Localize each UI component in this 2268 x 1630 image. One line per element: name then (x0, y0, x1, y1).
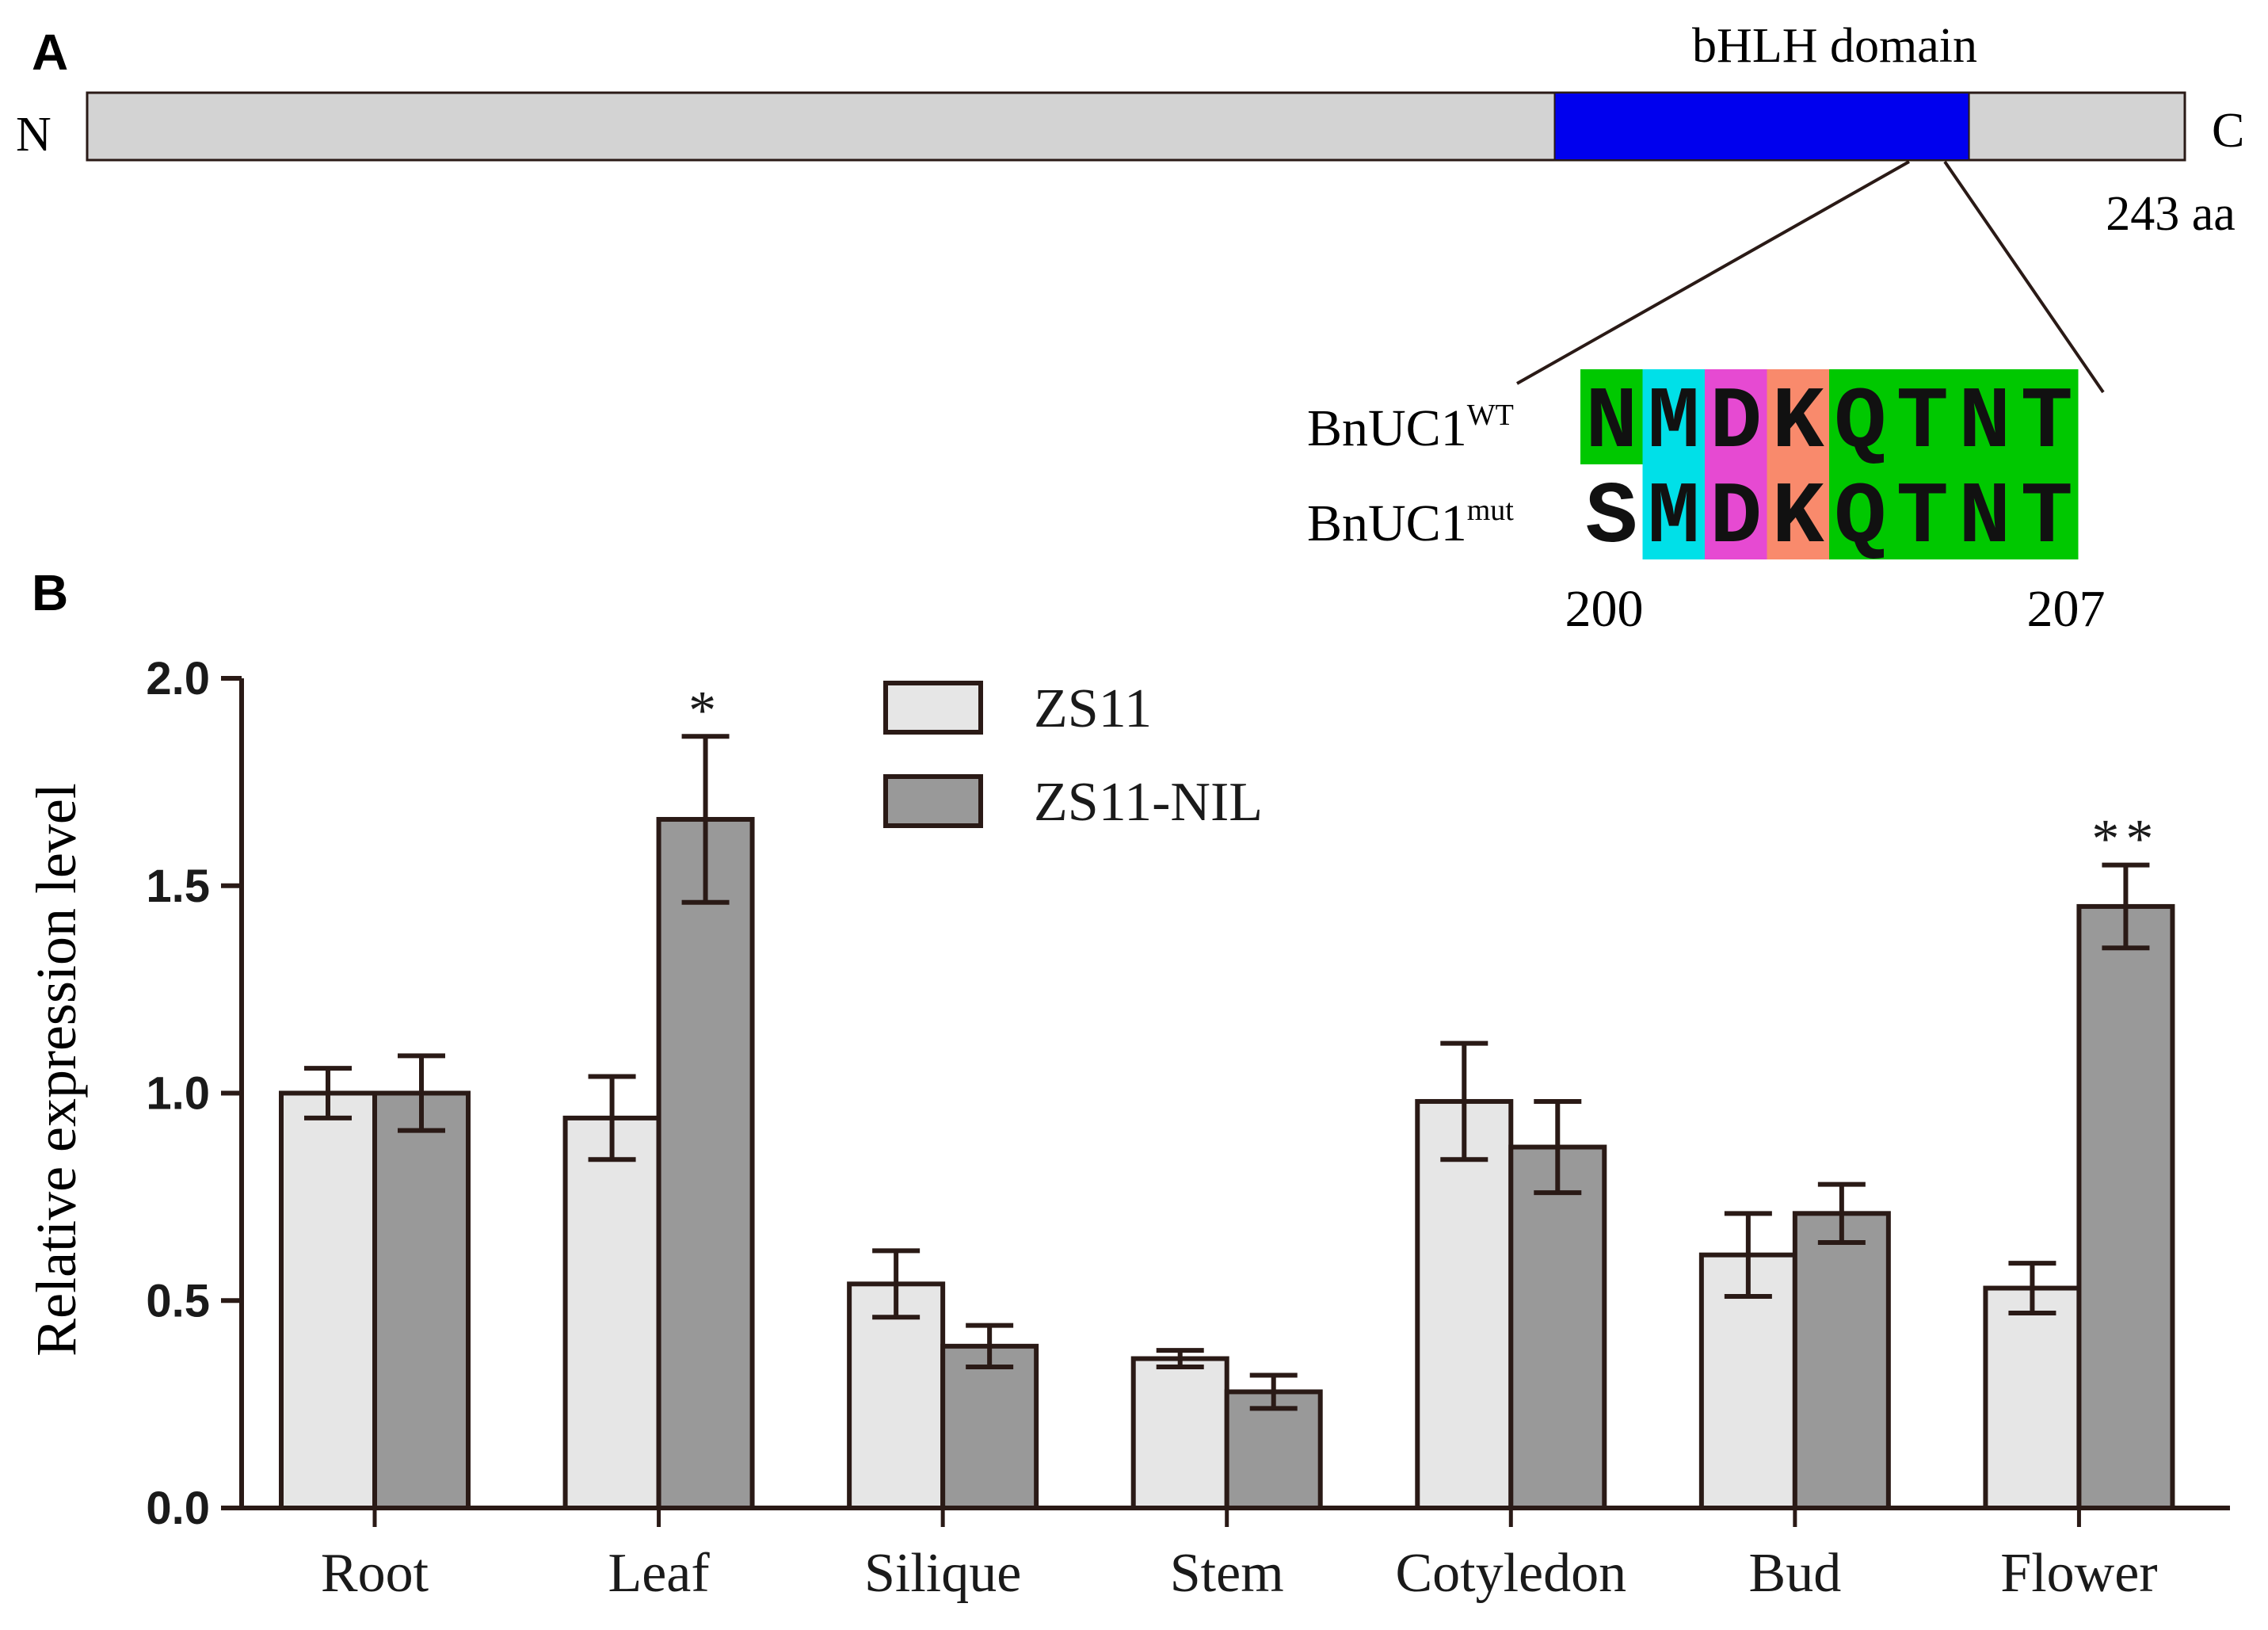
x-tick-label-cotyledon: Cotyledon (1395, 1543, 1626, 1604)
bar-zs11-nil-silique (940, 1343, 1039, 1510)
bar-zs11-nil-cotyledon (1508, 1144, 1607, 1511)
alignment-residue: Q (1834, 469, 1886, 568)
bhlh-domain-label: bHLH domain (1692, 19, 1977, 73)
alignment-residue: Q (1834, 374, 1886, 473)
zoom-line-left (1516, 160, 1910, 385)
alignment-cell (1580, 464, 1643, 559)
protein-length-label: 243 aa (2106, 187, 2236, 241)
alignment-residue: T (2021, 374, 2073, 473)
alignment-cell (1954, 464, 2016, 559)
alignment-cell (1829, 369, 1892, 464)
legend-label-zs11: ZS11 (1034, 678, 1152, 739)
y-tick-label: 0.0 (146, 1483, 210, 1534)
y-tick-label: 1.5 (146, 861, 210, 912)
alignment-cell (1705, 369, 1767, 464)
alignment-cell (1891, 369, 1954, 464)
alignment-residue: D (1710, 469, 1762, 568)
alignment-cell (2015, 369, 2079, 464)
c-terminus-label: C (2212, 104, 2244, 158)
alignment-cell (1580, 369, 1643, 464)
alignment-residue: T (2021, 469, 2073, 568)
bar-zs11-nil-stem (1224, 1389, 1323, 1511)
panel-b: B Relative expression level 0.0 0.5 1.0 1.5… (25, 564, 2230, 1604)
x-tick-label-stem: Stem (1170, 1543, 1284, 1604)
n-terminus-label: N (16, 108, 51, 162)
bar-zs11-cotyledon (1415, 1098, 1514, 1510)
alignment-residue: N (1958, 374, 2011, 473)
x-tick-label-leaf: Leaf (608, 1543, 710, 1604)
alignment-residue: M (1648, 469, 1700, 568)
alignment-residue: D (1710, 374, 1762, 473)
bar-zs11-nil-root (372, 1090, 471, 1510)
bar-zs11-stem (1130, 1356, 1229, 1511)
x-axis: Root Leaf Silique Stem Cotyledon Bud Flower (239, 1506, 2230, 1604)
alignment-cell (1705, 464, 1767, 559)
significance-marker-leaf: * (688, 680, 722, 741)
bhlh-domain-bar (1553, 92, 1970, 161)
alignment-cell (1954, 369, 2016, 464)
bar-zs11-silique (847, 1281, 946, 1511)
alignment-cell (1891, 464, 1954, 559)
panel-b-label: B (32, 564, 68, 621)
alignment-residue: T (1896, 469, 1949, 568)
alignment-cell (1642, 369, 1706, 464)
mut-row-name: BnUC1mut (1307, 494, 1514, 552)
alignment-cell (2015, 464, 2079, 559)
bar-zs11-flower (1983, 1285, 2082, 1511)
x-tick-label-bud: Bud (1749, 1543, 1842, 1604)
alignment-cell (1767, 369, 1830, 464)
alignment-cell (1642, 464, 1706, 559)
panel-a: A N C bHLH domain 243 aa BnUC1WT BnUC1mu… (16, 19, 2244, 638)
y-axis-title: Relative expression level (25, 783, 88, 1357)
panel-a-label: A (32, 24, 68, 81)
x-tick-label-flower: Flower (2000, 1543, 2157, 1604)
significance-marker-flower: ** (2091, 809, 2159, 870)
bar-zs11-nil-leaf (656, 816, 755, 1510)
bar-zs11-root (279, 1090, 377, 1510)
y-tick-label: 2.0 (146, 653, 210, 704)
zoom-line-right (1943, 160, 2105, 394)
alignment-residue: N (1585, 374, 1637, 473)
bar-zs11-leaf (562, 1115, 661, 1511)
y-tick-label: 0.5 (146, 1275, 210, 1327)
wt-row-name: BnUC1WT (1307, 399, 1514, 457)
alignment-residue: K (1772, 469, 1825, 568)
x-tick-label-silique: Silique (864, 1543, 1021, 1604)
alignment-end-position: 207 (2027, 580, 2106, 638)
legend: ZS11 ZS11-NIL (883, 678, 1263, 833)
alignment-residue: K (1772, 374, 1825, 473)
y-tick-label: 1.0 (146, 1068, 210, 1120)
legend-label-zs11-nil: ZS11-NIL (1034, 772, 1263, 833)
bar-zs11-nil-bud (1792, 1211, 1891, 1510)
alignment-residue: S (1585, 469, 1637, 568)
sequence-alignment: BnUC1WT BnUC1mut N M D K Q T N TS M D K Q T N T 200 20… (1307, 369, 2106, 638)
alignment-residue: M (1648, 374, 1700, 473)
x-tick-label-root: Root (321, 1543, 429, 1604)
alignment-cells: N M D K Q T N TS M D K Q T N T (1580, 369, 2079, 568)
legend-swatch-zs11 (883, 681, 983, 735)
alignment-residue: N (1958, 469, 2011, 568)
alignment-residue: T (1896, 374, 1949, 473)
bar-zs11-nil-flower (2076, 903, 2175, 1511)
legend-swatch-zs11-nil (883, 774, 983, 828)
alignment-start-position: 200 (1565, 580, 1644, 638)
alignment-cell (1829, 464, 1892, 559)
y-axis: 0.0 0.5 1.0 1.5 2.0 (146, 653, 244, 1534)
bar-series: *** (279, 680, 2175, 1511)
alignment-cell (1767, 464, 1830, 559)
